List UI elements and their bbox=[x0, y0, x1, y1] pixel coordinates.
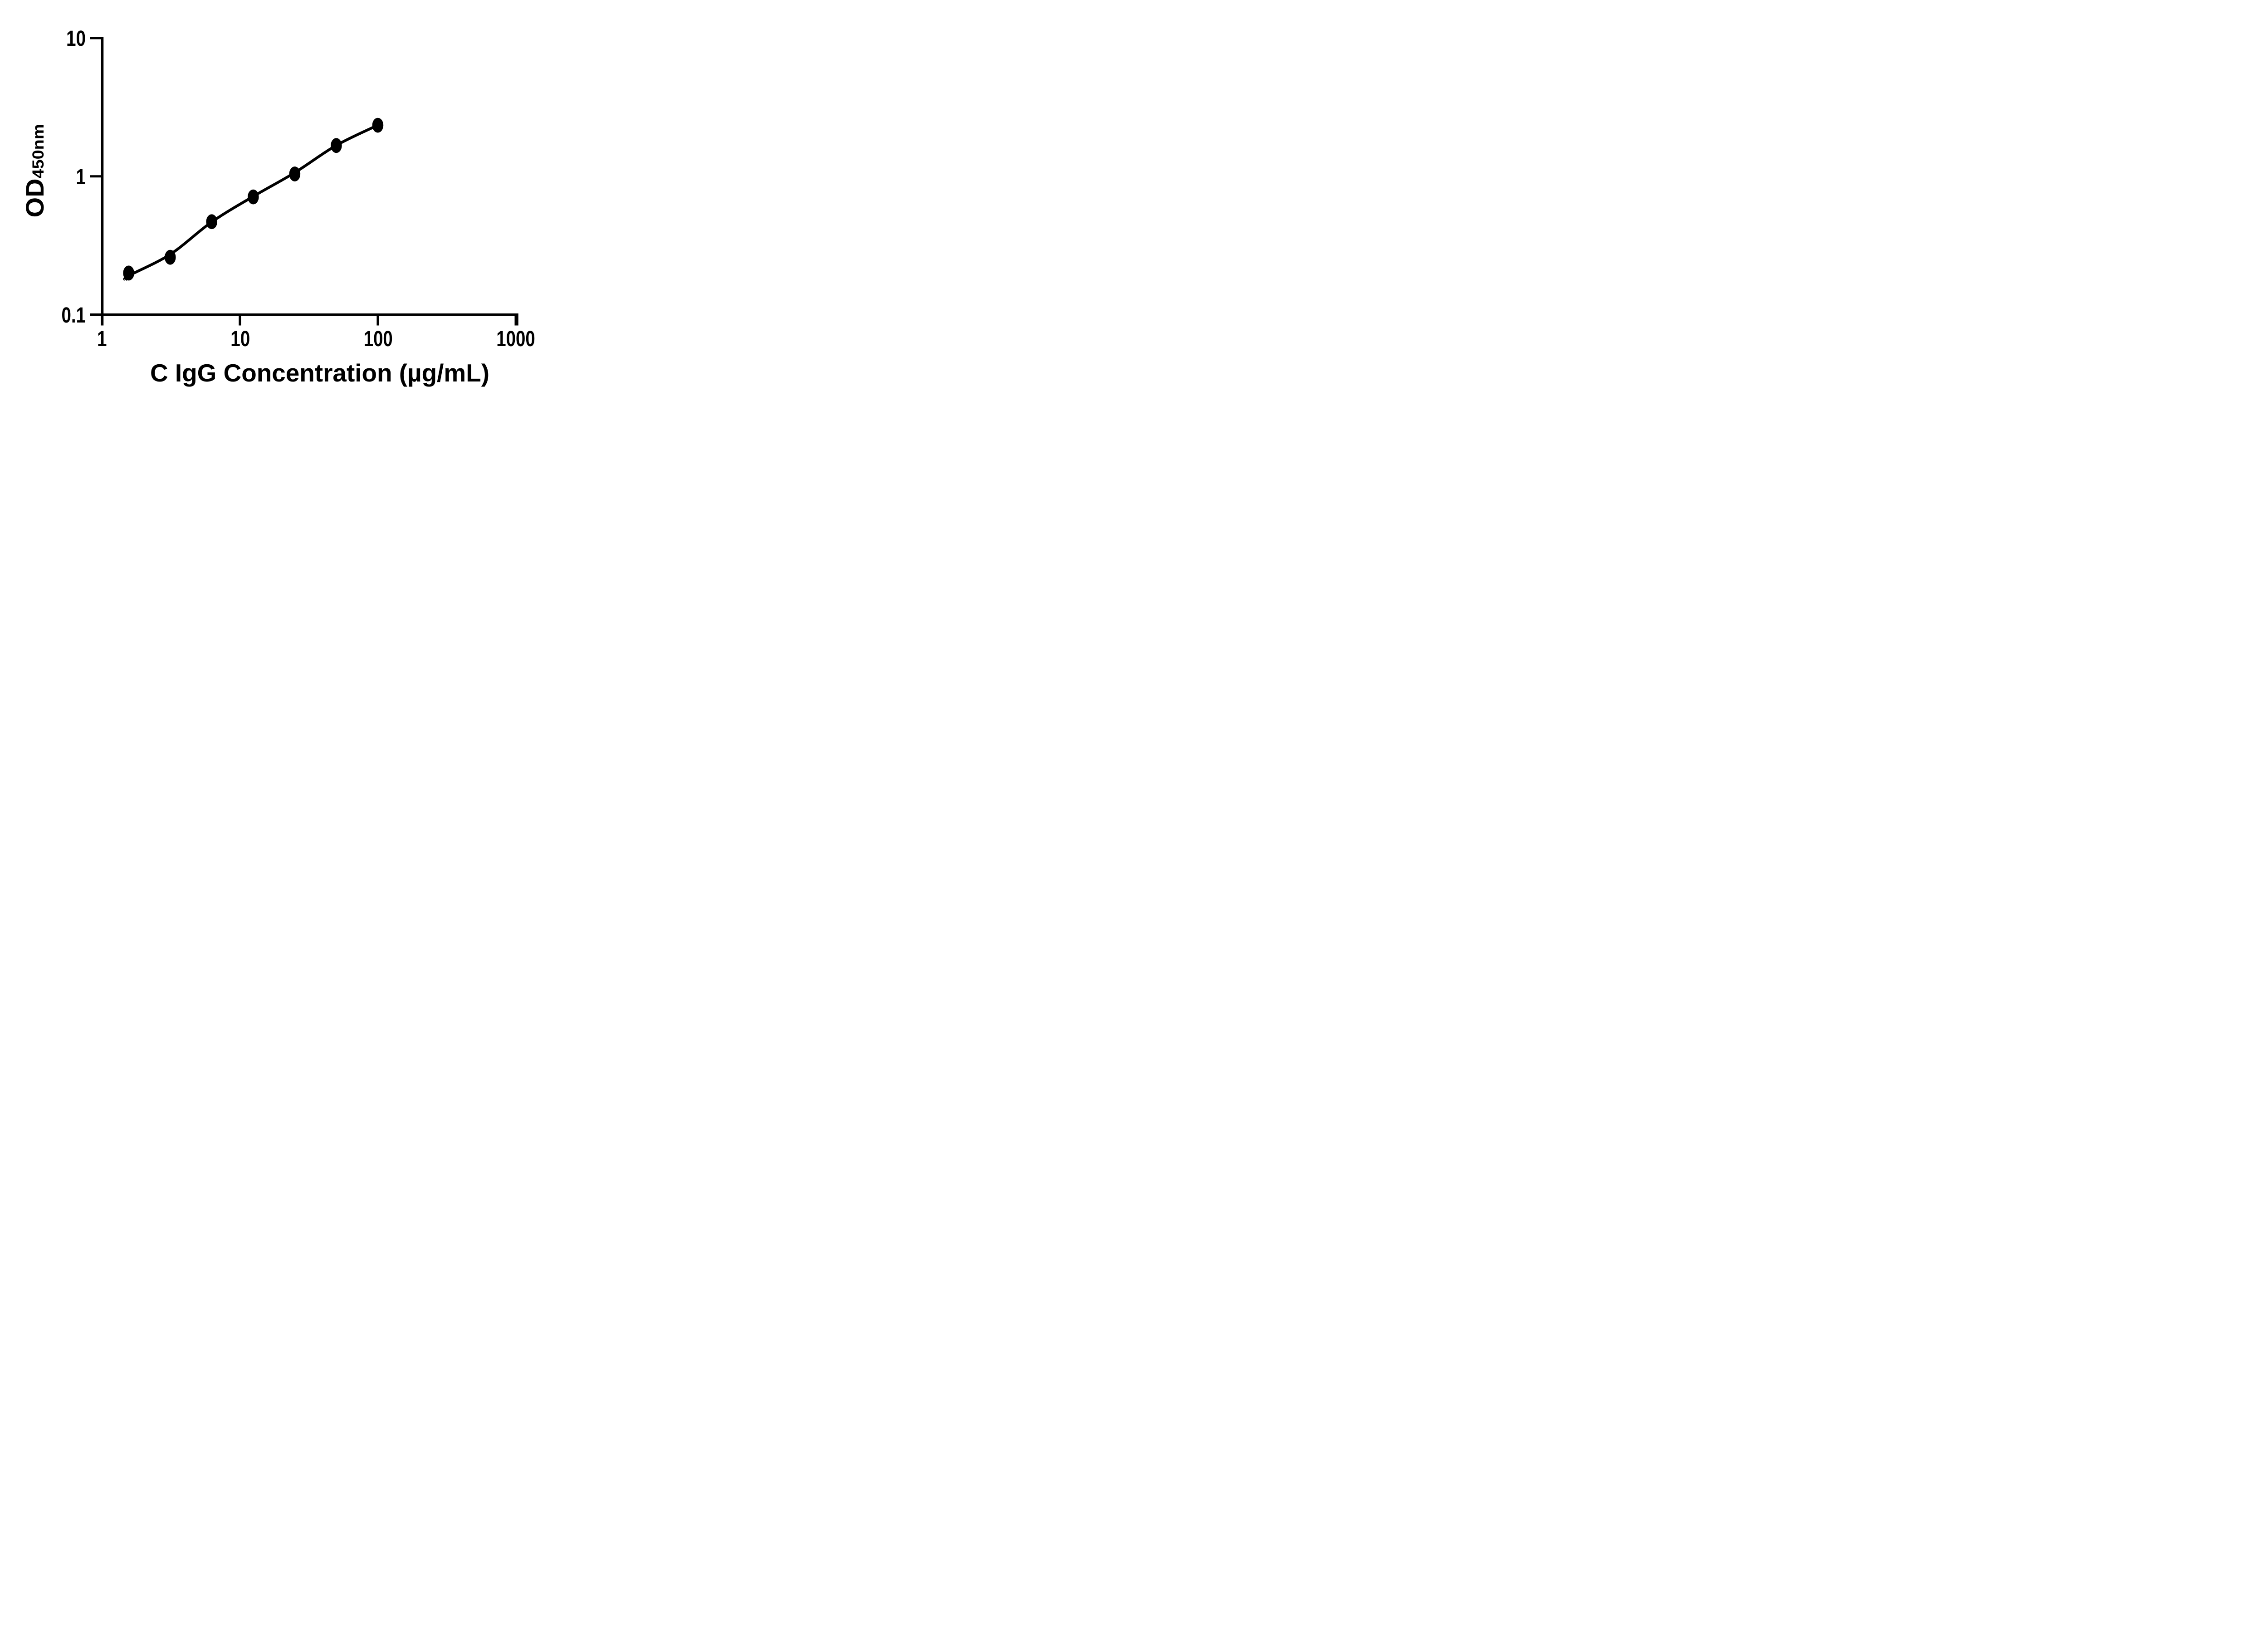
y-axis-title: OD450nm bbox=[20, 124, 49, 218]
data-points bbox=[123, 117, 384, 281]
x-tick-label-10: 10 bbox=[230, 327, 250, 351]
data-point-marker bbox=[164, 249, 176, 265]
data-point-marker bbox=[206, 214, 218, 230]
y-axis-title-main: OD bbox=[20, 179, 49, 218]
x-axis-line bbox=[90, 313, 518, 326]
data-point-marker bbox=[331, 138, 342, 153]
figure-canvas: 10 1 0.1 1 10 100 1000 C IgG Concentrati… bbox=[0, 0, 572, 408]
x-tick-label-1: 1 bbox=[97, 327, 107, 351]
x-axis-title: C IgG Concentration (µg/mL) bbox=[150, 359, 489, 387]
data-point-marker bbox=[123, 265, 134, 281]
y-tick-label-1: 1 bbox=[76, 165, 86, 189]
y-tick-label-0.1: 0.1 bbox=[62, 303, 86, 328]
y-axis-line bbox=[90, 37, 104, 326]
x-tick-label-1000: 1000 bbox=[496, 327, 535, 351]
data-point-marker bbox=[372, 117, 384, 133]
y-tick-label-10: 10 bbox=[66, 27, 86, 51]
axis-ticks bbox=[90, 37, 517, 326]
y-axis-title-subscript: 450nm bbox=[29, 124, 47, 179]
data-point-marker bbox=[248, 189, 259, 205]
x-tick-label-100: 100 bbox=[364, 327, 393, 351]
data-point-marker bbox=[289, 166, 301, 181]
elisa-standard-curve-chart: 10 1 0.1 1 10 100 1000 C IgG Concentrati… bbox=[20, 27, 535, 387]
